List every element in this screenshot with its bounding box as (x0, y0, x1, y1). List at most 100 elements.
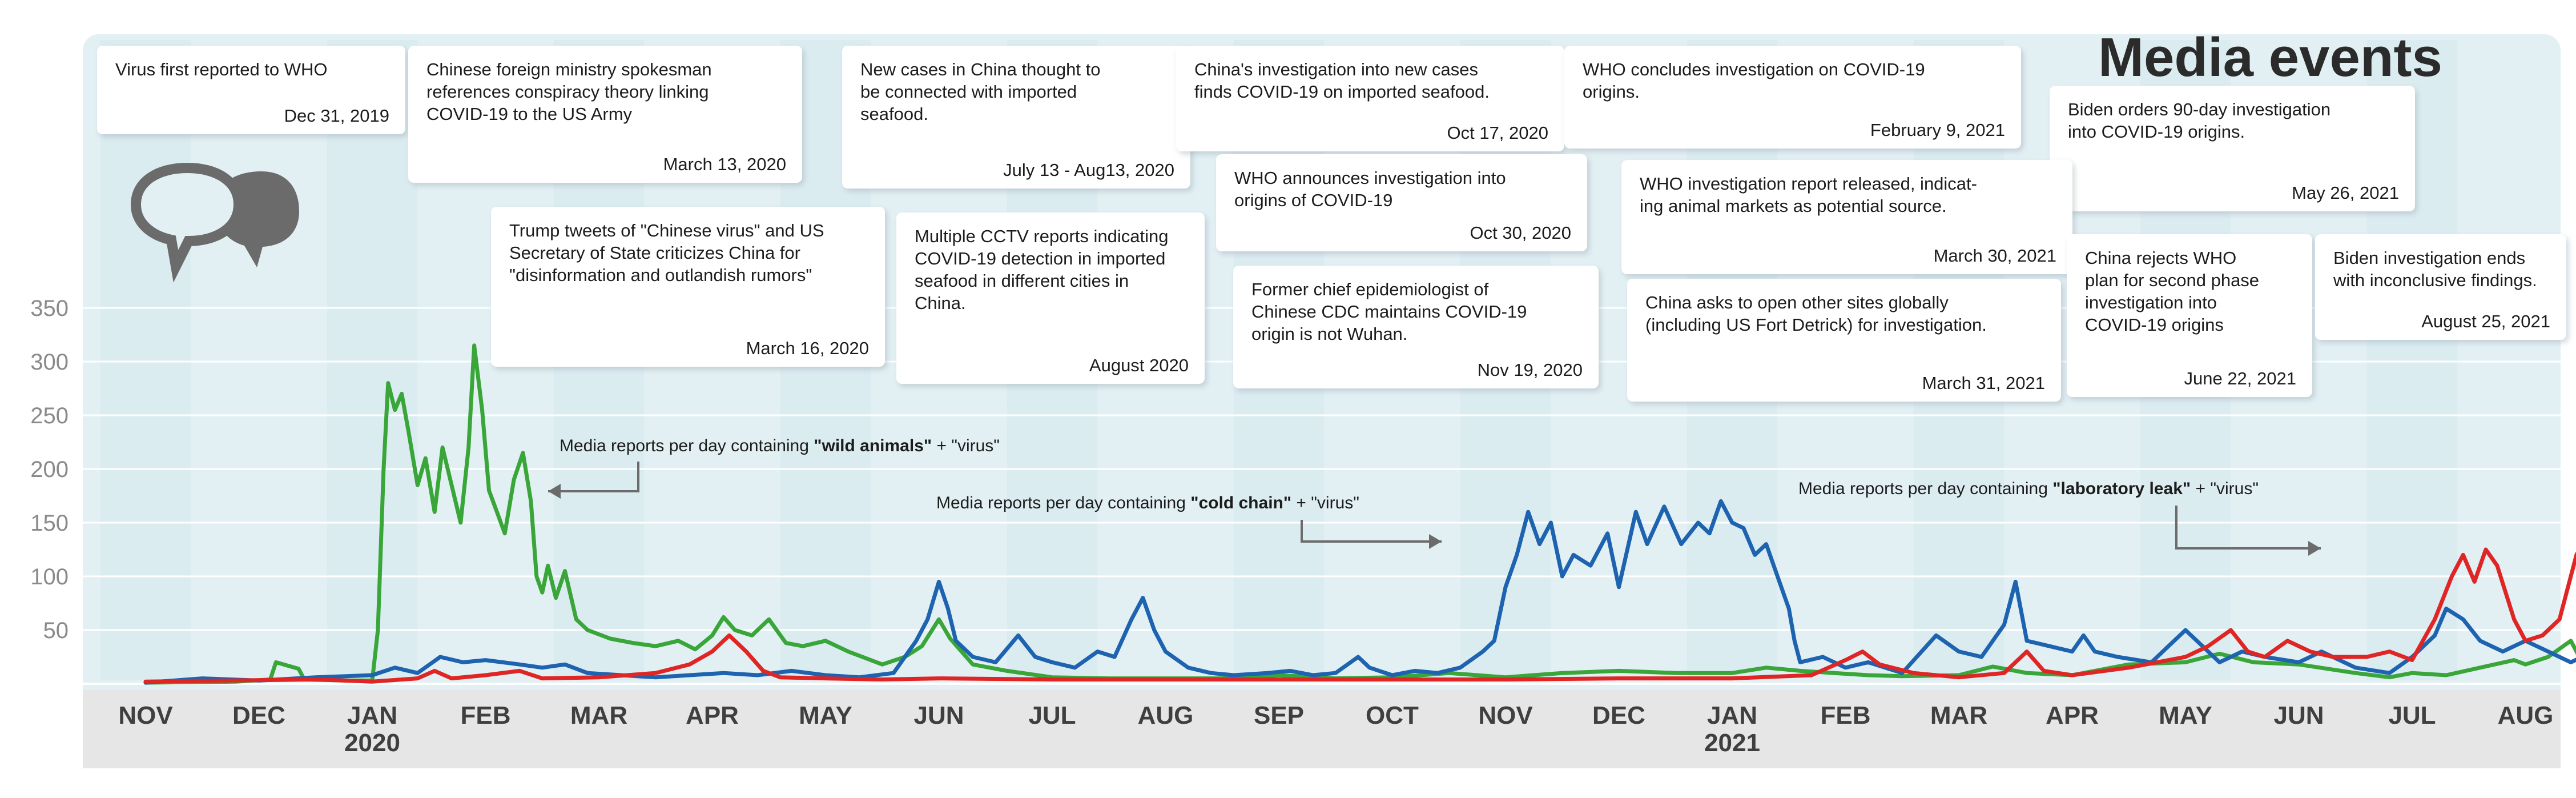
annotation-date: Nov 19, 2020 (1478, 360, 1583, 380)
x-tick-label: NOV (118, 701, 173, 729)
annotation-box (2315, 234, 2566, 340)
chart-title: Media events (2098, 27, 2442, 88)
y-tick-label: 350 (30, 296, 69, 321)
arrow-head (2308, 541, 2321, 556)
annotation-text: China. (915, 293, 966, 313)
month-column (100, 40, 191, 680)
arrow-head (1429, 534, 1442, 549)
annotation-text: Biden investigation ends (2333, 248, 2525, 268)
annotation-box (97, 46, 405, 134)
annotation-date: Dec 31, 2019 (284, 106, 389, 126)
x-tick-label: MAR (1930, 701, 1987, 729)
annotation-text: New cases in China thought to (860, 59, 1100, 79)
annotation-text: Trump tweets of "Chinese virus" and US (509, 220, 824, 240)
annotation-text: Chinese CDC maintains COVID-19 (1251, 302, 1527, 322)
x-tick-label: NOV (1478, 701, 1533, 729)
x-tick-label: FEB (1821, 701, 1871, 729)
annotation-text: COVID-19 origins (2085, 315, 2224, 335)
x-tick-label: MAY (799, 701, 852, 729)
annotation-box (1621, 160, 2072, 274)
annotation-date: March 16, 2020 (746, 338, 869, 358)
annotation-text: ing animal markets as potential source. (1640, 196, 1947, 216)
arrow-head (548, 484, 561, 499)
annotation-text: into COVID-19 origins. (2068, 122, 2245, 142)
annotation-box (1216, 154, 1587, 251)
annotation-text: origins. (1583, 82, 1640, 102)
annotation-date: August 2020 (1089, 355, 1189, 375)
annotation-2: Chinese foreign ministry spokesman refere… (408, 46, 802, 183)
x-tick-label: AUG (2498, 701, 2554, 729)
x-tick-label: MAR (570, 701, 627, 729)
x-tick-label: JAN (347, 701, 397, 729)
x-tick-label: DEC (232, 701, 285, 729)
x-tick-label: JUN (2273, 701, 2324, 729)
x-tick-label: JUL (1028, 701, 1076, 729)
x-tick-label: APR (686, 701, 739, 729)
year-label: 2021 (1704, 729, 1760, 757)
annotation-10: WHO investigation report released, indic… (1621, 160, 2072, 274)
series-label-1: Media reports per day containing "wild a… (560, 436, 1000, 455)
annotation-text: WHO investigation report released, indic… (1640, 174, 1977, 194)
annotation-date: March 30, 2021 (1934, 246, 2056, 266)
annotation-8: Multiple CCTV reports indicatingCOVID-19… (896, 212, 1205, 384)
annotation-text: seafood. (860, 104, 928, 124)
annotation-text: COVID-19 detection in imported (915, 248, 1165, 268)
annotation-box (2067, 234, 2312, 397)
y-tick-label: 100 (30, 564, 69, 590)
y-tick-label: 200 (30, 457, 69, 482)
x-tick-label: OCT (1366, 701, 1419, 729)
annotation-9: WHO announces investigation intoorigins … (1216, 154, 1587, 251)
annotation-text: Secretary of State criticizes China for (509, 243, 800, 263)
annotation-text: Multiple CCTV reports indicating (915, 226, 1169, 246)
year-label: 2020 (344, 729, 400, 757)
annotation-date: June 22, 2021 (2184, 368, 2296, 388)
annotation-text: WHO concludes investigation on COVID-19 (1583, 59, 1925, 79)
annotation-date: May 26, 2021 (2292, 183, 2399, 203)
annotation-5: WHO concludes investigation on COVID-19 o… (1564, 46, 2021, 149)
x-tick-label: JUN (913, 701, 964, 729)
annotation-text: COVID-19 to the US Army (426, 104, 633, 124)
annotation-4: China's investigation into new cases find… (1176, 46, 1564, 151)
annotation-text: WHO announces investigation into (1234, 168, 1506, 188)
annotation-box (1233, 266, 1599, 388)
series-line-2 (143, 499, 2576, 685)
x-tick-label: MAY (2159, 701, 2212, 729)
annotation-date: March 31, 2021 (1922, 373, 2045, 393)
y-tick-label: 50 (43, 618, 69, 643)
annotation-text: Virus first reported to WHO (115, 59, 328, 79)
annotation-date: February 9, 2021 (1870, 120, 2005, 140)
x-tick-label: FEB (461, 701, 511, 729)
annotation-date: July 13 - Aug13, 2020 (1003, 160, 1174, 180)
annotation-text: Biden orders 90-day investigation (2068, 99, 2331, 119)
month-column (327, 40, 418, 680)
annotation-box (408, 46, 802, 183)
x-tick-label: DEC (1592, 701, 1645, 729)
annotation-text: Former chief epidemiologist of (1251, 279, 1489, 299)
series-label-3: Media reports per day containing "labora… (1798, 479, 2259, 498)
annotation-11: Former chief epidemiologist of Chinese CD… (1233, 266, 1599, 388)
annotation-box (842, 46, 1190, 189)
speech-bubbles-icon (130, 162, 299, 283)
annotation-text: finds COVID-19 on imported seafood. (1194, 82, 1490, 102)
annotation-text: be connected with imported (860, 82, 1077, 102)
annotation-text: origins of COVID-19 (1234, 190, 1392, 210)
x-tick-label: AUG (1138, 701, 1194, 729)
annotation-box (491, 207, 885, 367)
annotation-text: "disinformation and outlandish rumors" (509, 265, 812, 285)
annotation-text: origin is not Wuhan. (1251, 324, 1407, 344)
series-arrow (1301, 520, 1442, 543)
annotation-6: Biden orders 90-day investigation into CO… (2050, 86, 2415, 211)
x-tick-label: JAN (1707, 701, 1757, 729)
annotation-text: China's investigation into new cases (1194, 59, 1478, 79)
x-tick-label: JUL (2388, 701, 2436, 729)
x-tick-label: APR (2046, 701, 2099, 729)
annotation-box (1627, 279, 2061, 402)
series-label-2: Media reports per day containing "cold c… (936, 494, 1359, 512)
y-tick-label: 150 (30, 511, 69, 536)
series-arrow (548, 462, 639, 492)
annotation-text: Chinese foreign ministry spokesman (426, 59, 712, 79)
x-tick-label: SEP (1254, 701, 1304, 729)
annotation-text: plan for second phase (2085, 270, 2259, 290)
